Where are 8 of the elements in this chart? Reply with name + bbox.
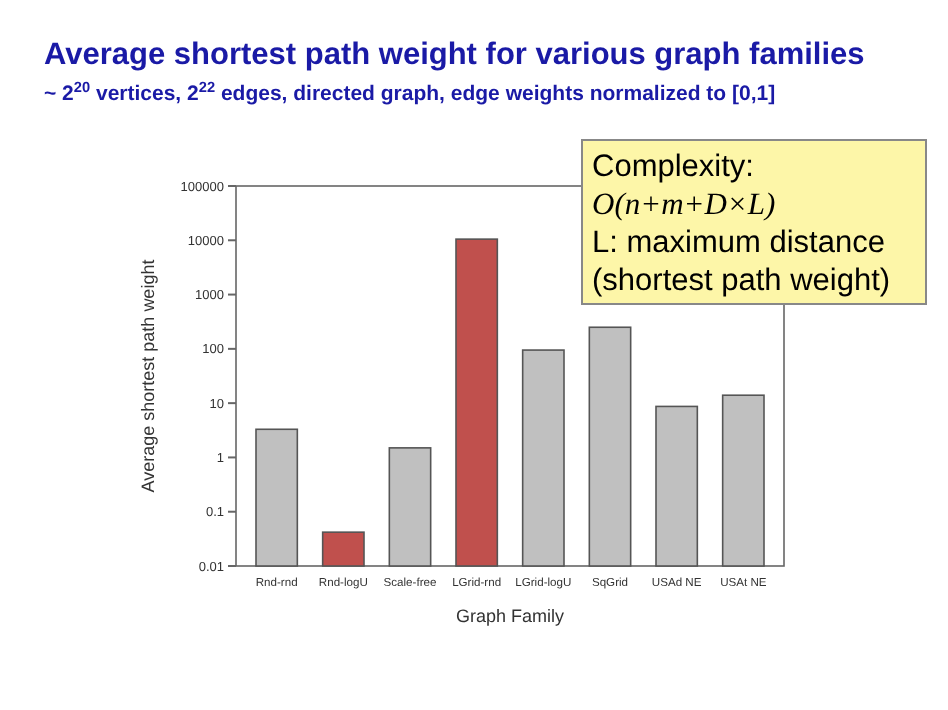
annotation: L: maximum distance xyxy=(592,226,885,260)
chart-title: Average shortest path weight for various graph families xyxy=(44,38,865,72)
y-axis-title: Average shortest path weight xyxy=(138,258,158,493)
x-axis-title: Graph Family xyxy=(455,606,566,626)
annotation: (shortest path weight) xyxy=(592,264,891,298)
annotation: O(n+m+D×L) xyxy=(592,188,776,222)
chart-subtitle: ~ 2$^{20}$ vertices, 2$^{22}$ edges, directed graph, edge weights normalized to [0,1] xyxy=(44,77,776,106)
text: Complexity: xyxy=(592,150,754,184)
